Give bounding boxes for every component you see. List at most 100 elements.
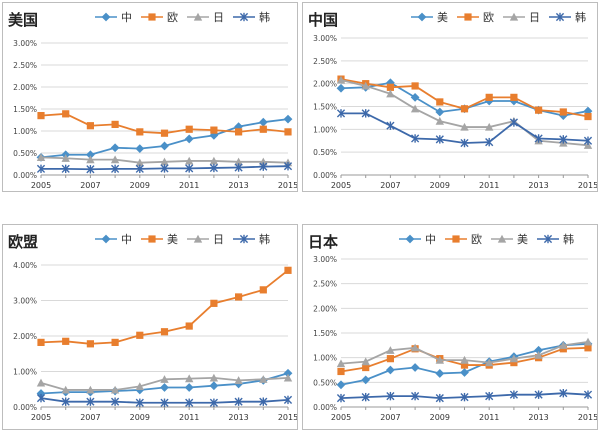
y-tick-label: 2.00% <box>313 80 337 89</box>
chart-panel-china: 中国 美 欧 日 韩 0.00% 0.50% 1.00% 1.50% 2.00% 2.50% 3.00… <box>302 2 598 192</box>
data-point <box>209 163 218 173</box>
data-point <box>485 358 494 367</box>
data-point <box>361 392 370 402</box>
y-tick-label: 2.00% <box>313 304 337 313</box>
data-point <box>361 109 370 118</box>
data-point <box>435 107 445 117</box>
y-tick-label: 2.50% <box>313 57 337 66</box>
data-point <box>386 355 394 363</box>
x-tick-label: 2005 <box>31 181 51 190</box>
y-tick-label: 0.50% <box>13 149 37 158</box>
x-tick-label: 2005 <box>31 413 51 422</box>
data-point <box>559 388 568 398</box>
x-tick-label: 2007 <box>380 413 400 422</box>
legend-label: 欧 <box>471 233 482 246</box>
series-line <box>40 118 289 159</box>
data-point <box>460 122 469 131</box>
data-point <box>411 134 420 143</box>
data-point <box>185 322 193 330</box>
data-point <box>136 331 144 339</box>
data-point <box>235 128 243 136</box>
y-tick-label: 3.00% <box>13 39 37 48</box>
data-point <box>62 337 70 345</box>
data-point <box>283 162 293 171</box>
data-point <box>386 121 395 130</box>
data-point <box>259 157 268 166</box>
data-point <box>61 154 70 162</box>
y-tick-label: 1.00% <box>313 354 337 363</box>
legend-marker <box>101 12 111 22</box>
legend-item: 韩 <box>233 10 270 24</box>
data-point <box>259 125 267 133</box>
legend-marker <box>148 13 156 21</box>
chart-title: 日本 <box>308 233 338 251</box>
legend-marker <box>193 12 203 21</box>
y-tick-label: 0.00% <box>13 403 37 412</box>
legend-label: 中 <box>121 233 132 246</box>
legend-item: 日 <box>503 11 540 24</box>
y-tick-label: 3.00% <box>313 34 337 43</box>
legend-marker <box>148 235 156 243</box>
chart-panel-eu: 欧盟 中 美 日 韩 0.00% 1.00% 2.00% 3.00% 4.00% 2005 2007 2… <box>2 224 298 430</box>
data-point <box>160 129 169 137</box>
x-tick-label: 2015 <box>278 413 297 422</box>
data-point <box>111 164 120 174</box>
legend-marker <box>509 12 519 21</box>
legend-marker <box>239 12 249 22</box>
legend: 中美日韩 <box>95 232 270 246</box>
data-point <box>411 82 419 90</box>
data-point <box>534 351 543 359</box>
y-tick-label: 1.50% <box>13 105 37 114</box>
data-point <box>160 398 169 407</box>
legend-item: 欧 <box>141 11 178 24</box>
data-point <box>258 117 268 127</box>
legend-marker <box>452 235 460 243</box>
data-point <box>61 385 70 394</box>
legend-label: 韩 <box>575 10 586 24</box>
legend-label: 美 <box>517 233 528 246</box>
data-point <box>534 134 543 143</box>
legend-label: 韩 <box>563 232 574 246</box>
data-point <box>509 118 518 127</box>
y-tick-label: 1.50% <box>313 329 337 338</box>
x-tick-label: 2007 <box>80 413 100 422</box>
data-point <box>110 143 120 153</box>
legend-item: 欧 <box>457 11 494 24</box>
data-point <box>485 93 493 101</box>
x-tick-label: 2007 <box>80 181 100 190</box>
data-point <box>185 125 193 133</box>
data-point <box>386 89 395 98</box>
legend-label: 日 <box>213 11 224 24</box>
x-tick-label: 2009 <box>430 181 450 190</box>
data-point <box>234 376 243 384</box>
y-tick-label: 1.00% <box>13 368 37 377</box>
legend-marker <box>464 13 472 21</box>
data-point <box>185 164 194 173</box>
data-point <box>460 392 469 402</box>
data-point <box>510 359 518 367</box>
x-tick-label: 2013 <box>528 181 548 190</box>
chart-panel-japan: 日本 中 欧 美 韩 0.00% 0.50% 1.00% 1.50% 2.00% 2.50% 3.00… <box>302 224 598 430</box>
legend-item: 日 <box>187 233 224 246</box>
data-point <box>160 157 169 166</box>
legend: 美欧日韩 <box>411 10 586 24</box>
data-point <box>86 397 95 406</box>
data-point <box>509 390 518 399</box>
data-point <box>336 393 346 403</box>
x-tick-label: 2011 <box>479 181 499 190</box>
data-point <box>510 93 518 101</box>
data-point <box>410 104 420 113</box>
data-point <box>435 116 444 125</box>
legend-item: 韩 <box>549 10 586 24</box>
data-point <box>259 397 268 406</box>
legend-label: 中 <box>121 11 132 24</box>
y-tick-label: 2.00% <box>13 332 37 341</box>
data-point <box>284 266 292 274</box>
data-point <box>410 92 420 102</box>
data-point <box>534 390 543 399</box>
y-tick-label: 3.00% <box>13 297 37 306</box>
data-point <box>336 109 346 118</box>
y-tick-label: 0.50% <box>313 148 337 157</box>
data-point <box>234 157 243 166</box>
x-tick-label: 2015 <box>578 413 597 422</box>
